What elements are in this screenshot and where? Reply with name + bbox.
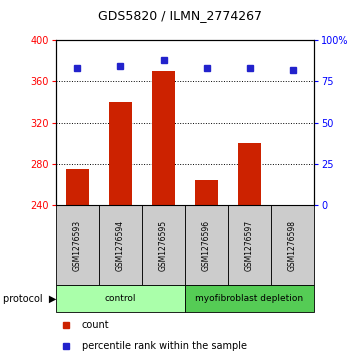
Text: control: control <box>105 294 136 303</box>
Bar <box>66 169 89 205</box>
Bar <box>228 205 271 285</box>
Text: percentile rank within the sample: percentile rank within the sample <box>82 341 247 351</box>
Text: GSM1276595: GSM1276595 <box>159 220 168 270</box>
Text: GSM1276598: GSM1276598 <box>288 220 297 270</box>
Bar <box>99 205 142 285</box>
Bar <box>195 180 218 205</box>
Bar <box>56 205 99 285</box>
Text: GDS5820 / ILMN_2774267: GDS5820 / ILMN_2774267 <box>99 9 262 22</box>
Text: GSM1276593: GSM1276593 <box>73 220 82 270</box>
Bar <box>56 285 185 312</box>
Bar <box>142 205 185 285</box>
Text: GSM1276594: GSM1276594 <box>116 220 125 270</box>
Bar <box>185 285 314 312</box>
Bar <box>152 71 175 205</box>
Bar <box>271 205 314 285</box>
Text: count: count <box>82 321 109 330</box>
Bar <box>238 143 261 205</box>
Text: GSM1276597: GSM1276597 <box>245 220 254 270</box>
Bar <box>109 102 132 205</box>
Text: GSM1276596: GSM1276596 <box>202 220 211 270</box>
Bar <box>185 205 228 285</box>
Text: myofibroblast depletion: myofibroblast depletion <box>195 294 304 303</box>
Text: protocol  ▶: protocol ▶ <box>3 294 56 303</box>
